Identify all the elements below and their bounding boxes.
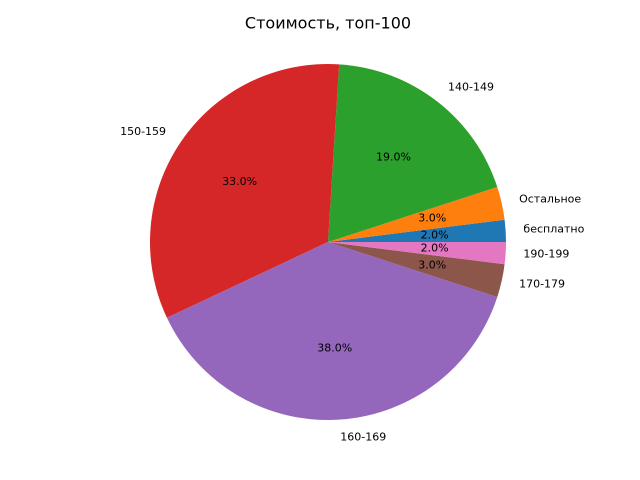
- chart-title: Стоимость, топ-100: [245, 14, 411, 33]
- slice-label: 190-199: [523, 247, 569, 260]
- value-label: 2.0%: [421, 228, 449, 241]
- pie-slice: [150, 63, 340, 318]
- pie-slice: [328, 64, 498, 242]
- value-label: 2.0%: [421, 242, 449, 255]
- slice-label: 160-169: [340, 430, 386, 443]
- pie-slice: [328, 242, 506, 265]
- slice-label: 150-159: [120, 125, 166, 138]
- value-label: 3.0%: [418, 258, 446, 271]
- slice-label: Остальное: [519, 192, 581, 205]
- value-label: 33.0%: [222, 175, 257, 188]
- pie-slice: [328, 186, 505, 242]
- slice-label: 140-149: [448, 80, 494, 93]
- pie-slice: [166, 242, 498, 420]
- pie-slice: [328, 219, 506, 242]
- value-label: 38.0%: [317, 342, 352, 355]
- pie-slice: [328, 242, 505, 298]
- slice-label: 170-179: [519, 278, 565, 291]
- value-label: 3.0%: [418, 212, 446, 225]
- value-label: 19.0%: [376, 151, 411, 164]
- slice-label: бесплатно: [523, 223, 584, 236]
